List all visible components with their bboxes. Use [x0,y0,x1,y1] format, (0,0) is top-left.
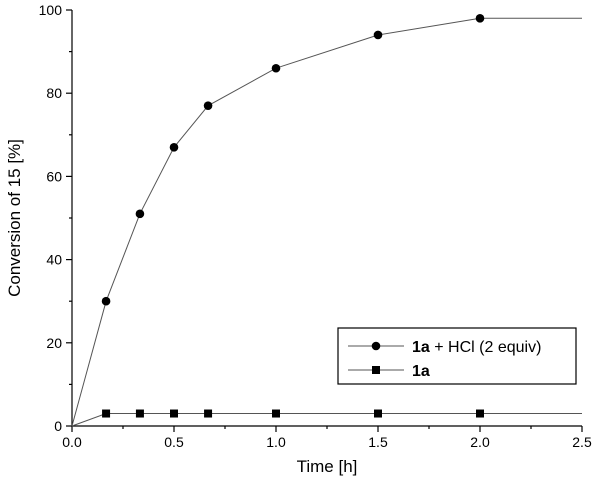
square-marker [374,409,382,418]
y-tick-label: 40 [46,252,62,268]
legend-label: 1a + HCl (2 equiv) [412,339,541,356]
legend-label: 1a [412,363,430,380]
square-marker [204,409,213,418]
series-1 [71,14,582,427]
legend-label-bold: 1a [412,363,430,380]
y-axis-label: Conversion of 15 [%] [5,139,24,297]
circle-marker [271,63,281,73]
x-tick-label: 1.5 [368,434,388,450]
y-tick-label: 100 [39,2,63,18]
circle-marker [135,209,145,219]
legend-label-bold: 1a [412,339,430,356]
square-marker [135,409,144,418]
square-marker [102,409,111,418]
circle-marker [169,142,179,152]
x-tick-label: 1.0 [266,434,286,450]
legend-label-rest: + HCl (2 equiv) [430,339,542,356]
y-tick-label: 20 [46,335,62,351]
x-axis-label: Time [h] [297,457,358,476]
square-marker [272,409,280,418]
legend-square-marker [372,366,380,374]
circle-marker [475,14,485,23]
y-tick-label: 0 [54,418,62,434]
y-tick-label: 60 [46,168,62,184]
series-layer [71,14,582,427]
circle-marker [203,101,213,110]
series-line [71,413,582,427]
axes: 0.0 0.5 1.0 1.5 2.0 2.5 0 20 40 60 80 100 [39,2,592,450]
x-tick-label: 0.5 [164,434,184,450]
legend-box [337,327,577,385]
x-tick-label: 2.0 [470,434,490,450]
circle-marker [373,30,383,40]
square-marker [170,409,178,418]
square-marker [476,409,484,418]
x-tick-label: 2.5 [572,434,592,450]
y-tick-label: 80 [46,85,62,101]
legend-circle-marker [371,341,381,351]
legend: 1a + HCl (2 equiv)1a [337,327,577,385]
series-2 [71,409,582,427]
x-tick-label: 0.0 [62,434,82,450]
circle-marker [101,296,111,306]
